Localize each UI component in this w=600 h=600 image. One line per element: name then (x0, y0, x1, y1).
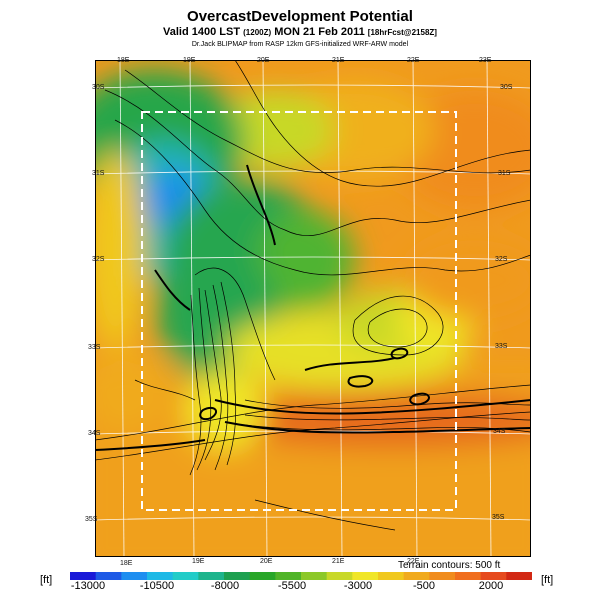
lat-label-left: 30S (92, 84, 105, 91)
lon-label-bottom: 18E (120, 560, 133, 567)
colorbar-swatch (403, 572, 430, 580)
lon-label-top: 22E (407, 57, 420, 64)
colorbar-swatch (70, 572, 97, 580)
lon-label-bottom: 21E (332, 558, 345, 565)
meridian-line (337, 60, 343, 557)
meridian-line (119, 60, 125, 557)
colorbar-unit-right: [ft] (541, 574, 554, 586)
colorbar-swatch (224, 572, 251, 580)
colorbar-swatch (147, 572, 174, 580)
lon-label-bottom: 20E (260, 558, 273, 565)
colorbar-tick-label: -3000 (343, 580, 373, 592)
valid-utc: (1200Z) (243, 28, 272, 37)
lon-label-top: 21E (332, 57, 345, 64)
inner-domain-boundary (141, 111, 457, 511)
lat-label-left: 34S (88, 430, 101, 437)
colorbar-tick-label: -500 (412, 580, 436, 592)
colorbar-tick-label: -13000 (70, 580, 106, 592)
lat-label-right: 30S (500, 84, 513, 91)
colorbar-swatch (249, 572, 276, 580)
meridian-line (412, 60, 418, 557)
colorbar-swatch (95, 572, 122, 580)
lat-label-right: 32S (495, 256, 508, 263)
colorbar (70, 572, 532, 580)
map-frame (95, 60, 531, 557)
parallel-line (95, 344, 531, 349)
colorbar-swatch (455, 572, 482, 580)
colorbar-swatch (121, 572, 148, 580)
colorbar-tick-label: -8000 (210, 580, 240, 592)
colorbar-swatch (352, 572, 379, 580)
lat-label-right: 34S (493, 428, 506, 435)
colorbar-swatch (378, 572, 405, 580)
lat-label-right: 35S (492, 514, 505, 521)
lat-label-left: 35S (85, 516, 98, 523)
lon-label-bottom: 22E (407, 558, 420, 565)
colorbar-swatch (480, 572, 507, 580)
colorbar-tick-label: -10500 (139, 580, 175, 592)
valid-time: Valid 1400 LST (163, 26, 241, 38)
colorbar-swatch (275, 572, 302, 580)
colorbar-tick-label: 2000 (478, 580, 504, 592)
lat-label-right: 31S (498, 170, 511, 177)
lon-label-top: 19E (183, 57, 196, 64)
parallel-line (95, 256, 531, 261)
meridian-line (262, 60, 268, 557)
parallel-line (95, 516, 531, 521)
colorbar-swatch (301, 572, 328, 580)
map-title: OvercastDevelopment Potential (187, 8, 413, 25)
map-panel: 18E 19E 20E 21E 22E 23E 18E 19E 20E 21E … (85, 57, 531, 567)
overcast-field-map (95, 60, 531, 557)
lon-label-bottom: 19E (192, 558, 205, 565)
model-subtitle: Dr.Jack BLIPMAP from RASP 12km GFS-initi… (191, 41, 409, 48)
lat-label-left: 31S (92, 170, 105, 177)
forecast-hour: [18hrFcst@2158Z] (367, 28, 437, 37)
colorbar-swatch (429, 572, 456, 580)
valid-date: MON 21 Feb 2011 (274, 26, 365, 38)
lon-label-top: 20E (257, 57, 270, 64)
colorbar-swatch (506, 572, 532, 580)
lat-label-right: 33S (495, 343, 508, 350)
lon-label-top: 23E (479, 57, 492, 64)
colorbar-swatch (198, 572, 225, 580)
meridian-line (486, 60, 492, 557)
colorbar-swatch (172, 572, 199, 580)
lon-label-top: 18E (117, 57, 130, 64)
colorbar-unit-left: [ft] (40, 574, 53, 586)
lat-label-left: 33S (88, 344, 101, 351)
colorbar-swatch (326, 572, 353, 580)
valid-time-line: Valid 1400 LST (1200Z) MON 21 Feb 2011 [… (0, 26, 600, 38)
colorbar-tick-label: -5500 (277, 580, 307, 592)
overcast-color-field (95, 60, 531, 557)
lat-label-left: 32S (92, 256, 105, 263)
terrain-contours-label: Terrain contours: 500 ft (398, 560, 501, 571)
parallel-line (95, 84, 531, 89)
